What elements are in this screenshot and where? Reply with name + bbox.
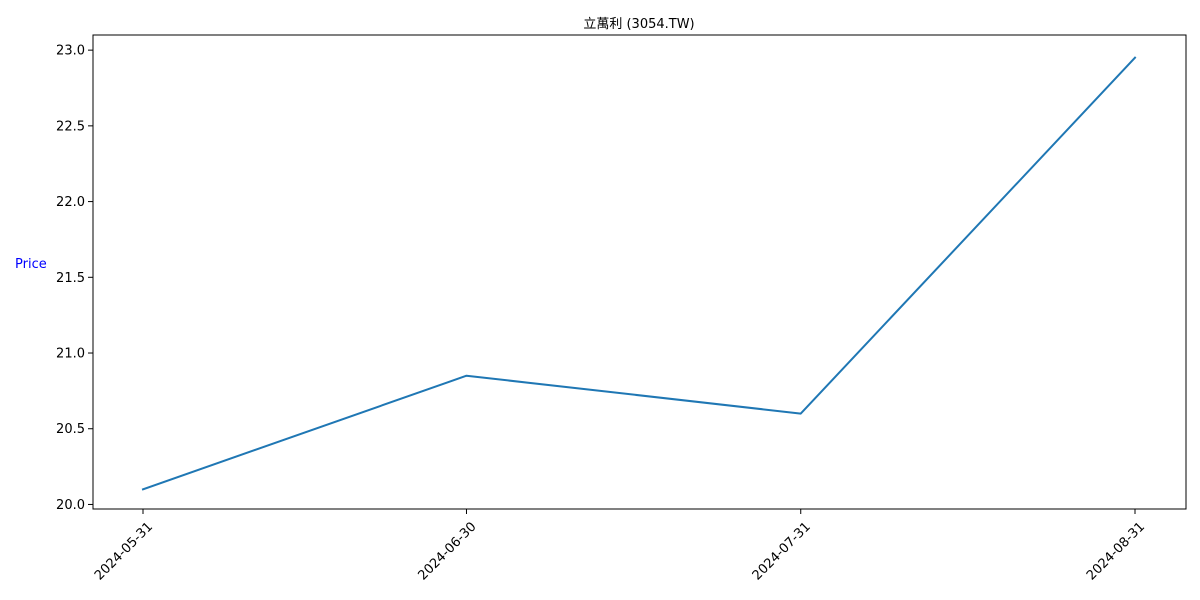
y-axis-ticks: 20.0 20.5 21.0 21.5 22.0 22.5 23.0: [56, 44, 93, 513]
y-tick-label: 23.0: [56, 44, 85, 59]
chart-title: 立萬利 (3054.TW): [583, 17, 694, 32]
y-tick-label: 20.5: [56, 422, 85, 437]
plot-area-frame: [92, 34, 1187, 510]
y-tick-label: 22.0: [56, 195, 85, 210]
y-tick-label: 22.5: [56, 119, 85, 134]
series-layer: [141, 56, 1137, 491]
y-tick-label: 20.0: [56, 498, 85, 513]
y-axis-label: Price: [15, 257, 47, 272]
y-tick-label: 21.0: [56, 347, 85, 362]
y-tick-label: 21.5: [56, 271, 85, 286]
series-line: [141, 56, 1137, 491]
